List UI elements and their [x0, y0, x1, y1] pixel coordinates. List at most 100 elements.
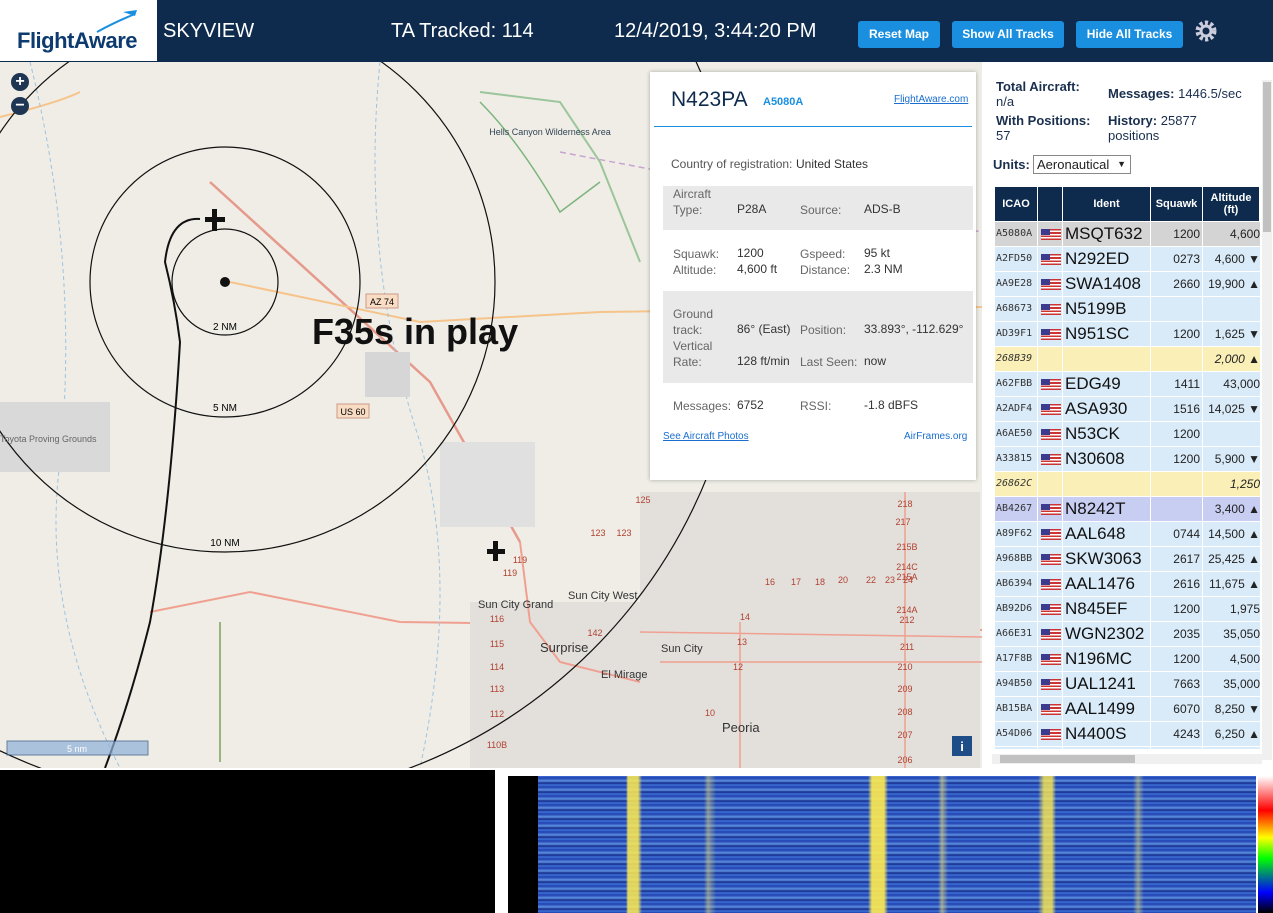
table-row[interactable]: AB92D6 N845EF 1200 1,975	[995, 597, 1260, 622]
table-row[interactable]: AB4267 N8242T 3,400 ▲	[995, 497, 1260, 522]
country-value: United States	[796, 157, 869, 171]
zoom-out[interactable]: −	[11, 97, 29, 115]
cell-divider	[1202, 747, 1203, 749]
icao-cell: A66E31	[996, 628, 1033, 639]
road-number: 10	[705, 708, 715, 718]
column-header[interactable]: Ident	[1063, 187, 1151, 221]
cell-divider	[1062, 672, 1063, 696]
place-label: Sun City	[661, 643, 703, 655]
table-row[interactable]: A68673 N5199B	[995, 297, 1260, 322]
icao-cell: A89F62	[996, 528, 1033, 539]
table-row[interactable]: A33815 N30608 1200 5,900 ▼	[995, 447, 1260, 472]
color-bar	[1258, 776, 1273, 913]
units-select[interactable]: Aeronautical ▼	[1033, 155, 1131, 174]
table-row[interactable]: A62FBB EDG49 1411 43,000	[995, 372, 1260, 397]
cell-divider	[1202, 222, 1203, 246]
us-flag	[1041, 729, 1061, 740]
show-tracks-button[interactable]: Show All Tracks	[952, 21, 1064, 48]
cell-divider	[1150, 622, 1151, 646]
photos-link[interactable]: See Aircraft Photos	[663, 431, 749, 442]
road-number: 209	[897, 684, 912, 694]
table-row[interactable]: AB6394 AAL1476 2616 11,675 ▲	[995, 572, 1260, 597]
cell-divider	[1202, 522, 1203, 546]
table-row[interactable]: AA9E28 SWA1408 2660 19,900 ▲	[995, 272, 1260, 297]
table-row[interactable]: AD39F1 N951SC 1200 1,625 ▼	[995, 322, 1260, 347]
zoom-in[interactable]: +	[11, 73, 29, 91]
stat-value: n/a	[996, 94, 1015, 109]
road-number: 16	[765, 577, 775, 587]
table-row[interactable]: AB15BA AAL1499 6070 8,250 ▼	[995, 697, 1260, 722]
cell-divider	[1037, 722, 1038, 746]
altitude-cell: 25,425 ▲	[1208, 552, 1260, 566]
cell-divider	[1150, 572, 1151, 596]
ident-cell: AAL648	[1065, 524, 1126, 543]
column-header[interactable]: Altitude (ft)	[1203, 187, 1260, 221]
flag-canton	[1041, 579, 1050, 585]
ident-cell: N8242T	[1065, 499, 1126, 518]
table-row[interactable]: 26862C 1,250	[995, 472, 1260, 497]
field-value: -1.8 dBFS	[864, 398, 919, 412]
cell-divider	[1202, 347, 1203, 371]
icao-cell: A54D06	[996, 728, 1033, 739]
logo-plane	[96, 10, 137, 33]
place-label: El Mirage	[601, 669, 647, 681]
icao-cell: A2ADF4	[996, 403, 1033, 414]
cell-divider	[1150, 272, 1151, 296]
table-row[interactable]: 268B39 2,000 ▲	[995, 347, 1260, 372]
road-number: 14	[740, 612, 750, 622]
flag-canton	[1041, 554, 1050, 560]
logo[interactable]: FlightAware	[0, 0, 157, 61]
squawk-cell: 1516	[1173, 402, 1200, 416]
cell-divider	[1037, 522, 1038, 546]
reset-map-button[interactable]: Reset Map	[858, 21, 940, 48]
table-row[interactable]: A66E31 WGN2302 2035 35,050	[995, 622, 1260, 647]
flag-canton	[1041, 629, 1050, 635]
road-number: 206	[897, 755, 912, 765]
table-row[interactable]: A6AE50 N53CK 1200	[995, 422, 1260, 447]
road-number: 22	[866, 575, 876, 585]
settings-icon[interactable]	[1194, 19, 1218, 43]
ident-cell: SKW3063	[1065, 549, 1142, 568]
aircraft-popup: N423PA A5080A FlightAware.com Country of…	[650, 72, 976, 480]
altitude-cell: 11,675 ▲	[1208, 577, 1260, 591]
place-label: Surprise	[540, 640, 588, 655]
icao-cell: A968BB	[996, 553, 1033, 564]
altitude-cell: 14,500 ▲	[1208, 527, 1260, 541]
field-label: RSSI:	[800, 399, 832, 413]
table-row[interactable]: A5080A MSQT632 1200 4,600	[995, 222, 1260, 247]
cell-divider	[1202, 372, 1203, 396]
cell-divider	[1202, 247, 1203, 271]
icao-cell: AB6394	[996, 578, 1033, 589]
cell-divider	[1062, 472, 1063, 496]
ident-cell: N196MC	[1065, 649, 1133, 668]
table-row[interactable]: A89F62 AAL648 0744 14,500 ▲	[995, 522, 1260, 547]
cell-divider	[1037, 422, 1038, 446]
column-header[interactable]: Squawk	[1151, 187, 1203, 221]
us-flag	[1041, 429, 1061, 440]
cell-divider	[1150, 497, 1151, 521]
column-header[interactable]: ICAO	[995, 187, 1038, 221]
table-row[interactable]: A968BB SKW3063 2617 25,425 ▲	[995, 547, 1260, 572]
squawk-cell: 2660	[1173, 277, 1200, 291]
table-row[interactable]: A54D06 N4400S 4243 6,250 ▲	[995, 722, 1260, 747]
table-row[interactable]: A2FD50 N292ED 0273 4,600 ▼	[995, 247, 1260, 272]
aircraft-icon[interactable]	[487, 541, 505, 561]
waterfall	[538, 776, 1256, 913]
field-label: Position:	[800, 323, 847, 337]
table-row[interactable]: A9D413 SKW262H 266424,675 ▲	[995, 747, 1260, 749]
squawk-cell: 1200	[1173, 452, 1200, 466]
ident-cell: AAL1499	[1065, 699, 1135, 718]
aircraft-icon[interactable]	[205, 209, 225, 231]
table-row[interactable]: A94B50 UAL1241 7663 35,000	[995, 672, 1260, 697]
cell-divider	[1037, 222, 1038, 246]
road-number: 119	[513, 555, 527, 565]
airframes-link[interactable]: AirFrames.org	[904, 431, 968, 442]
total-aircraft: Total Aircraft: n/a	[996, 79, 1096, 109]
popup-link[interactable]: FlightAware.com	[894, 94, 969, 105]
table-row[interactable]: A17F8B N196MC 1200 4,500	[995, 647, 1260, 672]
road-number: 218	[897, 499, 912, 509]
table-row[interactable]: A2ADF4 ASA930 1516 14,025 ▼	[995, 397, 1260, 422]
cell-divider	[1150, 247, 1151, 271]
hide-tracks-button[interactable]: Hide All Tracks	[1076, 21, 1183, 48]
